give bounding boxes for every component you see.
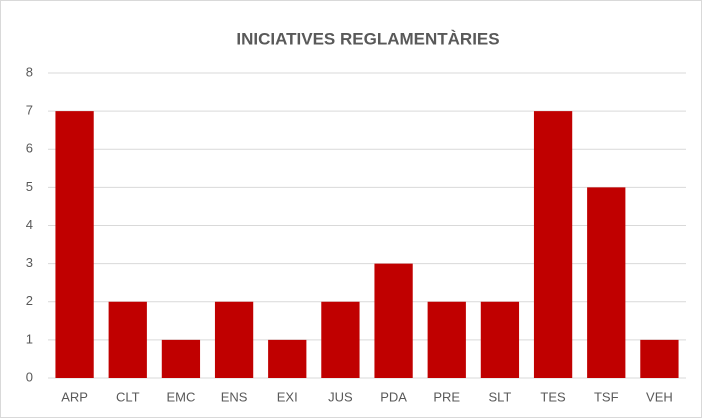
bar (640, 339, 679, 378)
bar (108, 301, 147, 378)
y-tick-label: 0 (26, 369, 33, 384)
chart-title: INICIATIVES REGLAMENTÀRIES (236, 29, 499, 48)
y-tick-label: 7 (26, 103, 33, 118)
bar (321, 301, 360, 378)
x-tick-label: VEH (646, 389, 673, 404)
bar (55, 111, 94, 378)
x-tick-label: TSF (594, 389, 619, 404)
y-tick-label: 1 (26, 331, 33, 346)
bar (268, 339, 307, 378)
x-tick-label: ENS (221, 389, 248, 404)
x-tick-label: CLT (116, 389, 140, 404)
y-tick-label: 8 (26, 64, 33, 79)
x-tick-label: JUS (328, 389, 353, 404)
bar (214, 301, 254, 378)
bar (480, 301, 520, 378)
y-tick-label: 6 (26, 141, 33, 156)
x-tick-label: ARP (61, 389, 88, 404)
y-tick-label: 4 (26, 217, 33, 232)
y-tick-label: 2 (26, 293, 33, 308)
bar (161, 339, 201, 378)
x-tick-label: EMC (166, 389, 195, 404)
bar (427, 301, 466, 378)
x-tick-label: PRE (433, 389, 460, 404)
bar (587, 187, 626, 378)
x-tick-label: TES (540, 389, 566, 404)
y-tick-label: 5 (26, 179, 33, 194)
bar (533, 111, 573, 378)
bar (374, 263, 413, 378)
x-tick-label: EXI (277, 389, 298, 404)
x-tick-label: PDA (380, 389, 407, 404)
x-tick-label: SLT (488, 389, 511, 404)
y-tick-label: 3 (26, 255, 33, 270)
